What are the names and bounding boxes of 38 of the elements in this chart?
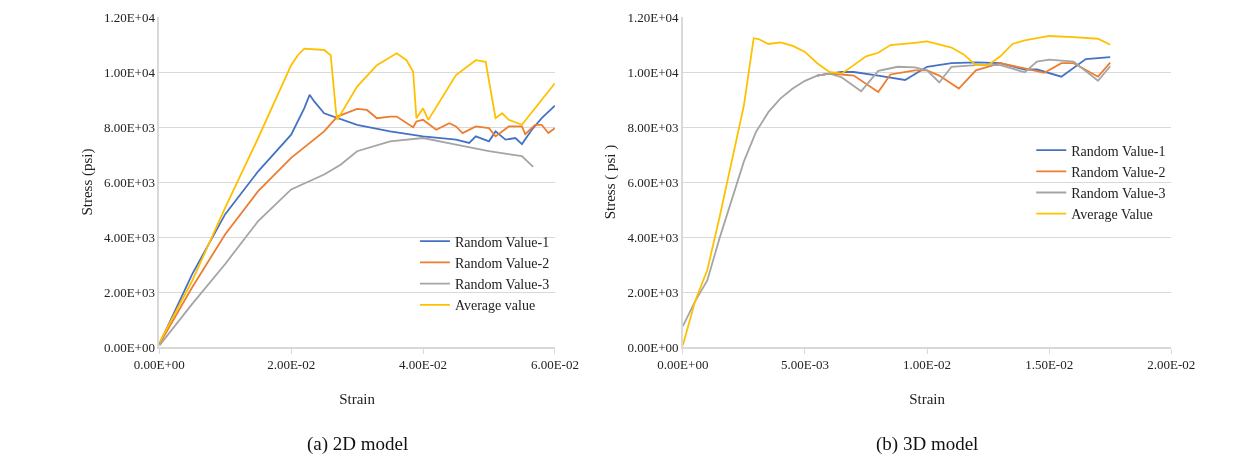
legend-label: Random Value-3 — [1071, 185, 1166, 201]
y-tick-label: 8.00E+03 — [103, 119, 155, 135]
x-axis-title: Strain — [909, 390, 946, 407]
x-tick-label: 4.00E-02 — [399, 357, 448, 373]
x-tick-label: 1.50E-02 — [1025, 357, 1074, 373]
y-tick-label: 1.00E+04 — [627, 64, 680, 80]
y-tick-label: 6.00E+03 — [103, 174, 155, 190]
legend-label: Average value — [454, 298, 536, 314]
y-axis-title: Stress (psi) — [78, 148, 96, 216]
text: (b) 3D model — [876, 433, 979, 455]
y-tick-label: 4.00E+03 — [103, 229, 155, 245]
y-tick-label: 0.00E+00 — [627, 339, 679, 355]
x-axis-title: Strain — [339, 390, 376, 407]
y-tick-label: 8.00E+03 — [627, 119, 679, 135]
legend-label: Random Value-2 — [454, 255, 550, 271]
y-tick-label: 2.00E+03 — [103, 284, 155, 300]
y-tick-label: 6.00E+03 — [627, 174, 679, 190]
y-tick-label: 1.20E+04 — [627, 9, 680, 25]
x-tick-label: 0.00E+00 — [657, 357, 709, 373]
legend-label: Random Value-1 — [1071, 143, 1166, 159]
y-tick-label: 2.00E+03 — [627, 284, 679, 300]
x-tick-label: 2.00E-02 — [1147, 357, 1196, 373]
y-tick-label: 4.00E+03 — [627, 229, 679, 245]
y-axis-title: Stress ( psi ) — [602, 144, 620, 220]
y-tick-label: 0.00E+00 — [103, 339, 155, 355]
line-series — [159, 47, 555, 344]
y-tick-label: 1.00E+04 — [103, 64, 156, 80]
x-tick-label: 0.00E+00 — [133, 357, 185, 373]
x-tick-label: 5.00E-03 — [780, 357, 829, 373]
text: (a) 2D model — [307, 433, 409, 455]
legend-label: Average Value — [1071, 207, 1153, 223]
x-tick-label: 6.00E-02 — [530, 357, 579, 373]
x-tick-label: 2.00E-02 — [267, 357, 316, 373]
y-tick-label: 1.20E+04 — [103, 9, 156, 25]
legend-label: Random Value-1 — [454, 234, 550, 250]
legend-label: Random Value-3 — [454, 277, 550, 293]
legend-label: Random Value-2 — [1071, 164, 1166, 180]
x-tick-label: 1.00E-02 — [903, 357, 952, 373]
